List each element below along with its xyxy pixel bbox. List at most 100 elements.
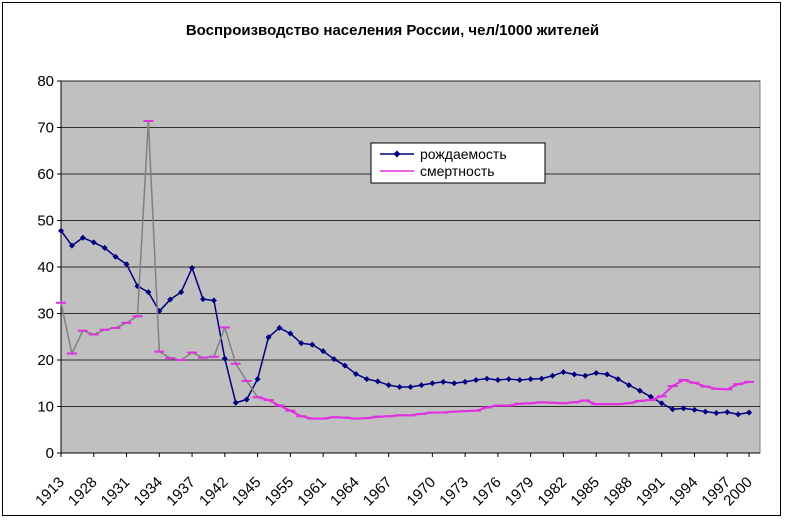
legend-marker-births — [393, 150, 401, 158]
series-segment — [289, 332, 302, 344]
x-tick-label: 1994 — [666, 474, 702, 510]
series-births — [58, 227, 753, 418]
legend-label-deaths: смертность — [420, 163, 495, 179]
x-tick-label: 1913 — [32, 474, 68, 510]
x-tick-label: 1982 — [535, 474, 571, 510]
series-segment — [158, 350, 171, 359]
series-segment — [224, 327, 237, 364]
x-tick-label: 1955 — [262, 474, 298, 510]
x-tick-label: 1945 — [229, 474, 265, 510]
data-point — [494, 376, 501, 383]
x-tick-label: 1942 — [196, 474, 232, 510]
data-point — [560, 369, 567, 376]
data-point — [341, 362, 348, 369]
data-point — [505, 376, 512, 383]
data-point — [636, 387, 643, 394]
data-point — [516, 376, 523, 383]
data-point — [691, 406, 698, 413]
series-segment — [268, 327, 280, 338]
data-point — [199, 296, 206, 303]
series-segment — [158, 299, 171, 312]
data-point — [221, 355, 228, 362]
data-point — [123, 261, 130, 268]
legend-label-births: рождаемость — [420, 146, 507, 162]
x-tick-label: 1928 — [65, 474, 101, 510]
data-point — [101, 244, 108, 251]
series-segment — [115, 256, 127, 265]
series-segment — [344, 364, 357, 375]
x-tick-label: 1964 — [327, 474, 363, 510]
series-segment — [71, 237, 84, 247]
x-tick-label: 1937 — [163, 474, 199, 510]
data-point — [58, 227, 64, 234]
series-segment — [180, 267, 193, 293]
series-segment — [256, 337, 270, 380]
data-point — [571, 371, 578, 378]
data-point — [625, 382, 632, 389]
data-point — [462, 378, 469, 385]
series-segment — [661, 385, 674, 397]
x-tick-label: 1961 — [294, 474, 330, 510]
data-point — [178, 289, 185, 296]
series-segment — [180, 351, 193, 361]
data-point — [68, 242, 75, 249]
data-point — [702, 408, 709, 415]
series-segment — [322, 350, 335, 360]
series-segment — [60, 230, 73, 247]
series-segment — [60, 302, 73, 354]
data-point — [473, 376, 480, 383]
data-point — [538, 375, 545, 382]
data-point — [363, 376, 370, 383]
series-segment — [246, 380, 259, 398]
data-point — [79, 234, 86, 241]
series-segment — [125, 263, 139, 287]
series-segment — [235, 363, 248, 382]
data-point — [309, 341, 316, 348]
data-point — [287, 330, 294, 337]
y-tick-label: 70 — [37, 120, 54, 137]
series-segment — [136, 120, 150, 317]
data-point — [735, 411, 742, 418]
data-point — [593, 370, 600, 377]
series-segment — [672, 379, 685, 387]
data-point — [210, 297, 217, 304]
data-point — [320, 348, 327, 355]
data-point — [276, 324, 283, 331]
data-point — [746, 409, 753, 416]
x-tick-label: 1931 — [98, 474, 134, 510]
x-axis: 1913192819311934193719421945195519611964… — [32, 452, 760, 510]
x-tick-label: 1934 — [131, 474, 167, 510]
data-point — [167, 296, 174, 303]
data-point — [254, 376, 261, 383]
series-segment — [224, 358, 237, 403]
x-tick-label: 1973 — [436, 474, 472, 510]
data-point — [407, 383, 414, 390]
data-point — [145, 289, 152, 296]
data-point — [440, 378, 447, 385]
data-point — [604, 371, 611, 378]
data-point — [647, 393, 654, 400]
series-segment — [126, 315, 138, 324]
series-deaths — [56, 119, 755, 420]
y-tick-label: 20 — [37, 352, 54, 369]
data-point — [615, 376, 622, 383]
data-point — [352, 370, 359, 377]
data-point — [582, 372, 589, 379]
x-tick-label: 1976 — [469, 474, 505, 510]
y-axis: 0 10 20 30 40 50 60 70 80 — [37, 73, 62, 462]
data-point — [527, 376, 534, 383]
series-layer — [56, 119, 755, 420]
legend-box — [370, 142, 546, 184]
x-tick-label: 1988 — [600, 474, 636, 510]
data-point — [243, 396, 250, 403]
chart-title: Воспроизводство населения России, чел/10… — [185, 22, 600, 39]
x-tick-label: 1991 — [633, 474, 669, 510]
y-tick-label: 30 — [37, 306, 54, 323]
series-segment — [104, 247, 117, 258]
data-point — [713, 410, 720, 417]
y-tick-label: 60 — [37, 166, 54, 183]
series-segment — [213, 327, 226, 358]
series-segment — [213, 300, 226, 359]
series-segment — [71, 330, 84, 354]
